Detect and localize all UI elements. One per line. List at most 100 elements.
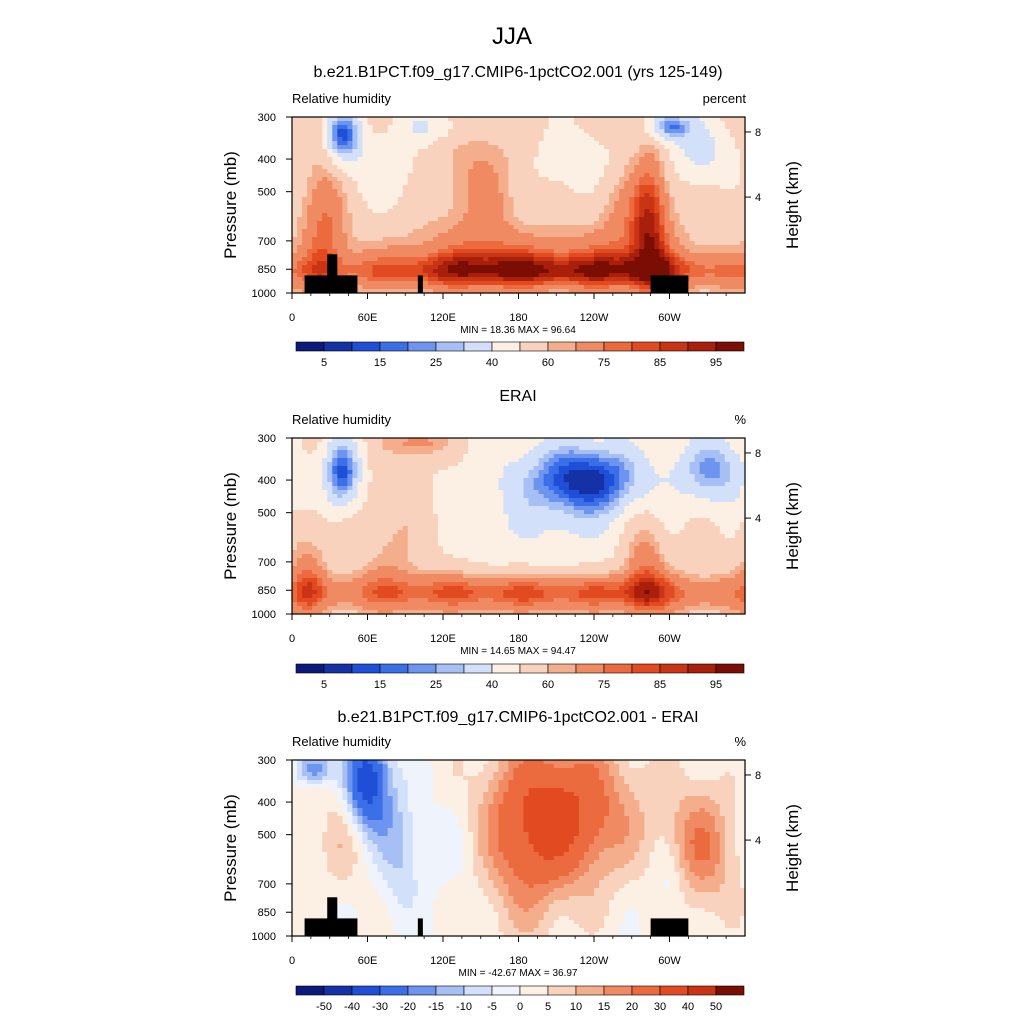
heatmap-cell xyxy=(432,289,439,294)
panel-title: b.e21.B1PCT.f09_g17.CMIP6-1pctCO2.001 (y… xyxy=(313,64,722,81)
heatmap-cell xyxy=(724,466,731,471)
heatmap-cell xyxy=(317,145,323,150)
heatmap-cell xyxy=(528,181,535,186)
heatmap-cell xyxy=(387,253,394,258)
heatmap-cell xyxy=(558,129,565,134)
heatmap-cell xyxy=(402,137,409,142)
heatmap-cell xyxy=(488,454,494,459)
heatmap-cell xyxy=(327,201,333,206)
heatmap-cell xyxy=(498,245,504,250)
heatmap-cell xyxy=(518,245,525,250)
heatmap-cell xyxy=(619,209,625,214)
heatmap-cell xyxy=(312,193,318,198)
heatmap-cell xyxy=(649,133,655,138)
heatmap-cell xyxy=(588,474,595,479)
heatmap-cell xyxy=(327,133,333,138)
heatmap-cell xyxy=(292,209,298,214)
heatmap-cell xyxy=(427,185,434,190)
heatmap-cell xyxy=(493,474,499,479)
heatmap-cell xyxy=(443,173,449,178)
heatmap-cell xyxy=(397,193,404,198)
heatmap-cell xyxy=(739,454,746,459)
heatmap-cell xyxy=(407,205,414,210)
heatmap-cell xyxy=(664,446,671,451)
heatmap-cell xyxy=(478,289,484,294)
heatmap-cell xyxy=(478,470,484,475)
heatmap-cell xyxy=(553,249,560,254)
heatmap-cell xyxy=(669,177,676,182)
heatmap-cell xyxy=(704,257,711,262)
heatmap-cell xyxy=(634,157,640,162)
heatmap-cell xyxy=(483,273,489,278)
heatmap-cell xyxy=(508,125,515,130)
heatmap-cell xyxy=(513,265,520,270)
heatmap-cell xyxy=(337,181,343,186)
heatmap-cell xyxy=(533,121,540,126)
heatmap-cell xyxy=(724,169,731,174)
heatmap-cell xyxy=(357,442,364,447)
heatmap-cell xyxy=(538,185,545,190)
heatmap-cell xyxy=(407,177,414,182)
heatmap-cell xyxy=(292,285,298,290)
heatmap-cell xyxy=(609,462,615,467)
heatmap-cell xyxy=(427,141,434,146)
heatmap-cell xyxy=(674,157,681,162)
heatmap-cell xyxy=(639,233,645,238)
heatmap-cell xyxy=(422,462,429,467)
heatmap-cell xyxy=(669,474,676,479)
heatmap-cell xyxy=(558,466,565,471)
heatmap-cell xyxy=(654,273,661,278)
colorbar-swatch xyxy=(323,341,353,352)
heatmap-cell xyxy=(352,261,359,266)
heatmap-cell xyxy=(553,129,560,134)
heatmap-cell xyxy=(322,438,328,443)
heatmap-cell xyxy=(679,169,686,174)
heatmap-cell xyxy=(327,125,333,130)
heatmap-cell xyxy=(624,442,630,447)
heatmap-cell xyxy=(347,125,353,130)
heatmap-cell xyxy=(533,245,540,250)
heatmap-cell xyxy=(402,253,409,258)
heatmap-cell xyxy=(448,261,454,266)
heatmap-cell xyxy=(714,261,721,266)
heatmap-cell xyxy=(307,185,313,190)
heatmap-cell xyxy=(342,269,348,274)
heatmap-cell xyxy=(674,474,681,479)
heatmap-cell xyxy=(513,189,520,194)
heatmap-cell xyxy=(548,125,555,130)
heatmap-cell xyxy=(704,157,711,162)
heatmap-cell xyxy=(342,165,348,170)
heatmap-cell xyxy=(583,149,590,154)
heatmap-cell xyxy=(357,193,364,198)
heatmap-cell xyxy=(664,169,671,174)
heatmap-cell xyxy=(307,177,313,182)
heatmap-cell xyxy=(377,145,384,150)
heatmap-cell xyxy=(588,233,595,238)
heatmap-cell xyxy=(432,189,439,194)
heatmap-cell xyxy=(292,193,298,198)
heatmap-cell xyxy=(432,197,439,202)
heatmap-cell xyxy=(548,189,555,194)
heatmap-cell xyxy=(664,165,671,170)
heatmap-cell xyxy=(609,438,615,443)
heatmap-cell xyxy=(513,125,520,130)
heatmap-cell xyxy=(538,269,545,274)
heatmap-cell xyxy=(362,466,369,471)
heatmap-cell xyxy=(659,221,666,226)
heatmap-cell xyxy=(624,165,630,170)
heatmap-cell xyxy=(382,257,389,262)
heatmap-cell xyxy=(448,466,454,471)
heatmap-cell xyxy=(427,217,434,222)
heatmap-cell xyxy=(342,173,348,178)
heatmap-cell xyxy=(669,269,676,274)
heatmap-cell xyxy=(528,169,535,174)
heatmap-cell xyxy=(553,438,560,443)
heatmap-cell xyxy=(634,205,640,210)
heatmap-cell xyxy=(483,446,489,451)
heatmap-cell xyxy=(614,121,620,126)
heatmap-cell xyxy=(533,470,540,475)
heatmap-cell xyxy=(332,462,338,467)
heatmap-cell xyxy=(734,197,741,202)
heatmap-cell xyxy=(568,189,575,194)
heatmap-cell xyxy=(619,245,625,250)
